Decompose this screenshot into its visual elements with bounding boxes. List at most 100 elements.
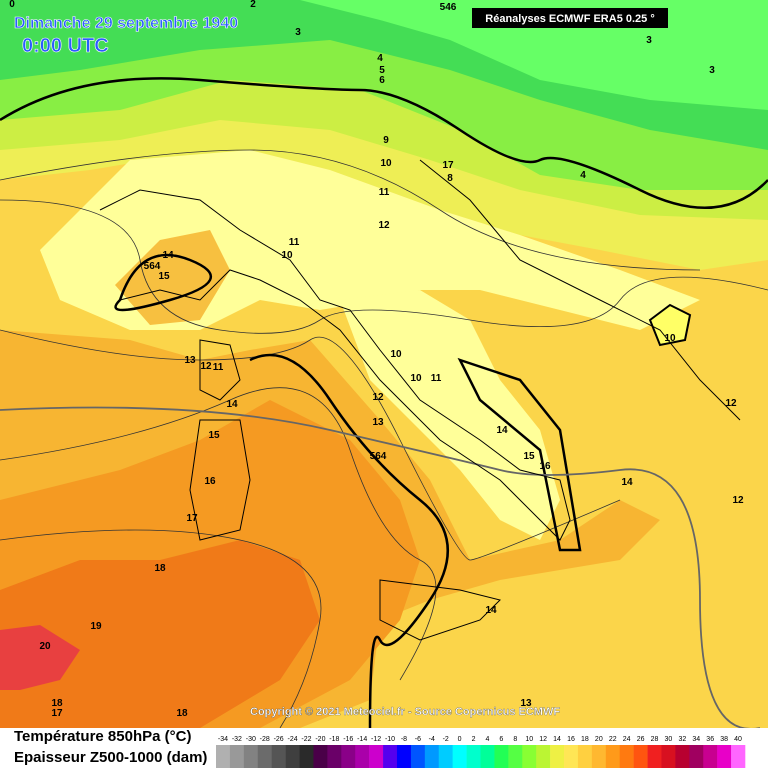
- contour-label: 14: [621, 477, 633, 488]
- scale-tick-label: 34: [692, 736, 700, 743]
- contour-label: 15: [523, 451, 535, 462]
- contour-label: 13: [520, 698, 532, 709]
- scale-tick-label: 20: [595, 736, 603, 743]
- contour-label: 19: [90, 621, 102, 632]
- scale-tick-label: -2: [443, 736, 449, 743]
- contour-label: 3: [646, 35, 652, 46]
- contour-label: 6: [379, 75, 385, 86]
- scale-cell: [452, 745, 467, 768]
- scale-tick-label: -14: [357, 736, 367, 743]
- legend-thickness: Epaisseur Z500-1000 (dam): [14, 749, 207, 766]
- scale-tick-label: 16: [567, 736, 575, 743]
- source-label: Réanalyses ECMWF ERA5 0.25 °: [485, 13, 654, 25]
- scale-cell: [689, 745, 704, 768]
- contour-label: 12: [372, 392, 384, 403]
- copyright: Copyright © 2021 Meteociel.fr - Source C…: [250, 706, 560, 718]
- scale-cell: [494, 745, 509, 768]
- scale-tick-label: 2: [472, 736, 476, 743]
- scale-tick-label: -18: [329, 736, 339, 743]
- scale-cell: [313, 745, 328, 768]
- contour-label: 11: [289, 237, 300, 248]
- scale-tick-label: 30: [665, 736, 673, 743]
- contour-label: 10: [664, 333, 676, 344]
- contour-label: 2: [250, 0, 256, 10]
- contour-label: 5: [379, 65, 385, 76]
- scale-cell: [647, 745, 662, 768]
- temperature-field: [0, 0, 768, 728]
- contour-label: 12: [732, 495, 744, 506]
- scale-tick-label: 22: [609, 736, 617, 743]
- contour-label: 20: [39, 641, 51, 652]
- map-title: Dimanche 29 septembre 1940: [14, 15, 238, 32]
- scale-cell: [522, 745, 537, 768]
- contour-label: 546: [440, 2, 457, 13]
- contour-label: 0: [9, 0, 15, 10]
- contour-label: 16: [204, 476, 216, 487]
- scale-cell: [550, 745, 565, 768]
- scale-cell: [438, 745, 453, 768]
- scale-tick-label: 36: [706, 736, 714, 743]
- scale-tick-label: 28: [651, 736, 659, 743]
- scale-cell: [480, 745, 495, 768]
- scale-tick-label: -34: [218, 736, 228, 743]
- contour-label: 18: [176, 708, 188, 719]
- contour-label: 10: [281, 250, 293, 261]
- contour-label: 8: [447, 173, 453, 184]
- scale-cell: [508, 745, 523, 768]
- contour-label: 10: [410, 373, 422, 384]
- scale-cell: [619, 745, 634, 768]
- scale-tick-label: -12: [371, 736, 381, 743]
- scale-cell: [229, 745, 245, 768]
- scale-tick-label: -26: [274, 736, 284, 743]
- scale-tick-label: 0: [458, 736, 462, 743]
- scale-tick-label: 10: [525, 736, 533, 743]
- contour-label: 17: [442, 160, 454, 171]
- isotherms: [0, 77, 768, 730]
- color-scale: -34 -32 -30 -28 -26 -24 -22 -20 -18 -16 -14 -12 -10-…: [216, 736, 746, 768]
- scale-cell: [717, 745, 732, 768]
- scale-tick-label: -10: [385, 736, 395, 743]
- contour-label: 17: [186, 513, 198, 524]
- scale-tick-label: 38: [720, 736, 728, 743]
- scale-tick-label: -6: [415, 736, 421, 743]
- scale-cell: [299, 745, 314, 768]
- contour-label: 15: [158, 271, 170, 282]
- contour-label: 564: [370, 451, 387, 462]
- scale-cell: [327, 745, 342, 768]
- contour-label: 13: [184, 355, 196, 366]
- scale-tick-label: 12: [539, 736, 547, 743]
- scale-cell: [216, 745, 231, 768]
- scale-cell: [355, 745, 370, 768]
- contour-label: 15: [208, 430, 220, 441]
- contour-label: 9: [383, 135, 389, 146]
- scale-cell: [369, 745, 384, 768]
- contour-label: 18: [51, 698, 63, 709]
- scale-cell: [633, 745, 648, 768]
- contour-label: 12: [725, 398, 737, 409]
- contour-label: 17: [51, 708, 63, 719]
- scale-cell: [243, 745, 259, 768]
- contour-label: 11: [431, 373, 442, 384]
- scale-tick-label: -8: [401, 736, 407, 743]
- scale-cell: [383, 745, 398, 768]
- source-box: [472, 8, 668, 28]
- contour-label: 10: [380, 158, 392, 169]
- scale-tick-label: -4: [429, 736, 435, 743]
- scale-tick-label: 40: [734, 736, 742, 743]
- contour-label: 12: [200, 361, 212, 372]
- legend-temperature: Température 850hPa (°C): [14, 728, 191, 745]
- scale-cell: [675, 745, 690, 768]
- scale-cell: [341, 745, 356, 768]
- contour-label: 10: [390, 349, 402, 360]
- scale-tick-label: 8: [513, 736, 517, 743]
- scale-tick-label: 14: [553, 736, 561, 743]
- contour-label: 564: [144, 261, 161, 272]
- scale-cell: [271, 745, 286, 768]
- coastlines: [99, 159, 741, 641]
- scale-cell: [564, 745, 579, 768]
- contour-label: 14: [485, 605, 497, 616]
- scale-tick-label: -28: [260, 736, 270, 743]
- scale-tick-label: -30: [246, 736, 256, 743]
